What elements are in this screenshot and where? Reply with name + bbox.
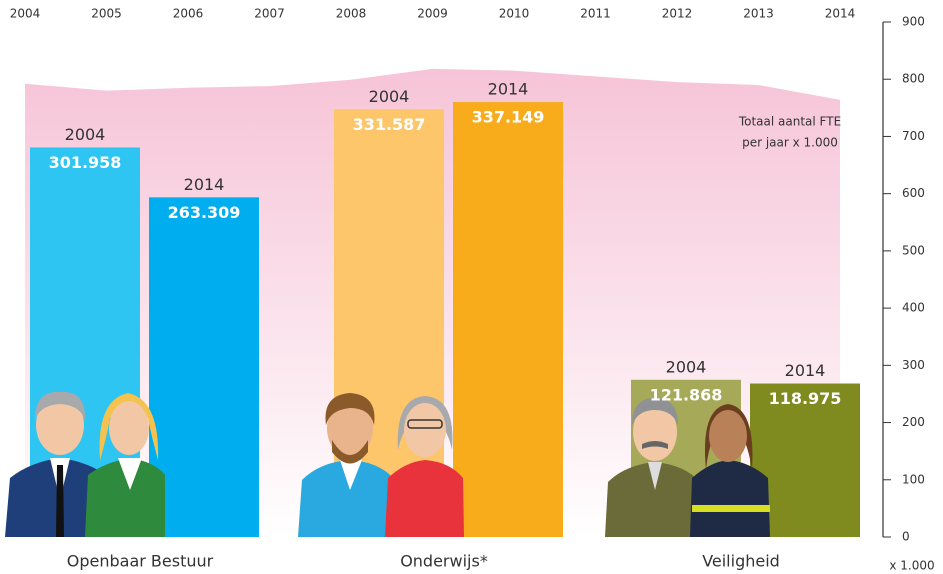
bar-year-label: 2014 (184, 175, 225, 194)
labels-layer: 2004 2005 2006 2007 2008 2009 2010 2011 2012 2013… (10, 7, 935, 573)
hair (632, 398, 678, 425)
x-tick-label: 2011 (580, 7, 611, 21)
person-body (298, 460, 398, 537)
person-head (327, 398, 373, 458)
x-tick-label: 2013 (743, 7, 774, 21)
category-label: Onderwijs* (400, 552, 488, 571)
category-label: Openbaar Bestuur (67, 552, 214, 571)
bar-year-label: 2004 (65, 125, 106, 144)
bar (453, 102, 563, 537)
y-unit: x 1.000 (889, 559, 934, 573)
illustrations (5, 391, 770, 537)
person-head (404, 403, 446, 457)
x-tick-label: 2004 (10, 7, 41, 21)
person-body (605, 462, 702, 537)
bar-year-label: 2004 (666, 357, 707, 376)
annotation: Totaal aantal FTE (738, 115, 841, 129)
value-label: 331.587 (353, 115, 426, 134)
x-tick-label: 2006 (173, 7, 204, 21)
person-head (109, 401, 149, 455)
y-tick-label: 800 (902, 72, 925, 86)
bar-year-label: 2014 (488, 80, 529, 99)
glasses (407, 419, 443, 429)
y-tick-label: 300 (902, 358, 925, 372)
y-tick-label: 600 (902, 186, 925, 200)
bar-year-label: 2014 (785, 361, 826, 380)
shirt (340, 460, 362, 490)
y-tick-label: 200 (902, 415, 925, 429)
person-head (709, 410, 747, 462)
y-tick-label: 900 (902, 15, 925, 29)
x-tick-label: 2009 (417, 7, 448, 21)
value-label: 121.868 (650, 385, 723, 404)
y-tick-label: 400 (902, 301, 925, 315)
hair (325, 393, 375, 425)
category-label: Veiligheid (702, 552, 780, 571)
shirt (648, 462, 662, 490)
x-tick-label: 2007 (254, 7, 285, 21)
x-tick-label: 2012 (662, 7, 693, 21)
y-tick-label: 100 (902, 472, 925, 486)
person-head (36, 395, 84, 455)
bar-year-label: 2004 (369, 87, 410, 106)
person-body (385, 460, 464, 537)
person-body (690, 460, 770, 537)
y-tick-label: 700 (902, 129, 925, 143)
value-label: 118.975 (769, 389, 842, 408)
moustache (642, 441, 668, 449)
value-label: 301.958 (49, 153, 122, 172)
hair (35, 391, 86, 420)
y-tick-label: 500 (902, 243, 925, 257)
beard (332, 440, 368, 464)
shirt (118, 458, 142, 490)
value-label: 337.149 (472, 108, 545, 127)
bar (149, 197, 259, 537)
annotation: per jaar x 1.000 (742, 136, 838, 150)
x-tick-label: 2008 (336, 7, 367, 21)
reflective-stripe (692, 505, 770, 512)
x-tick-label: 2010 (499, 7, 530, 21)
x-tick-label: 2005 (91, 7, 122, 21)
x-tick-label: 2014 (825, 7, 856, 21)
tie (56, 465, 64, 537)
y-tick-label: 0 (902, 530, 910, 544)
person-body (85, 458, 165, 537)
value-label: 263.309 (168, 203, 241, 222)
